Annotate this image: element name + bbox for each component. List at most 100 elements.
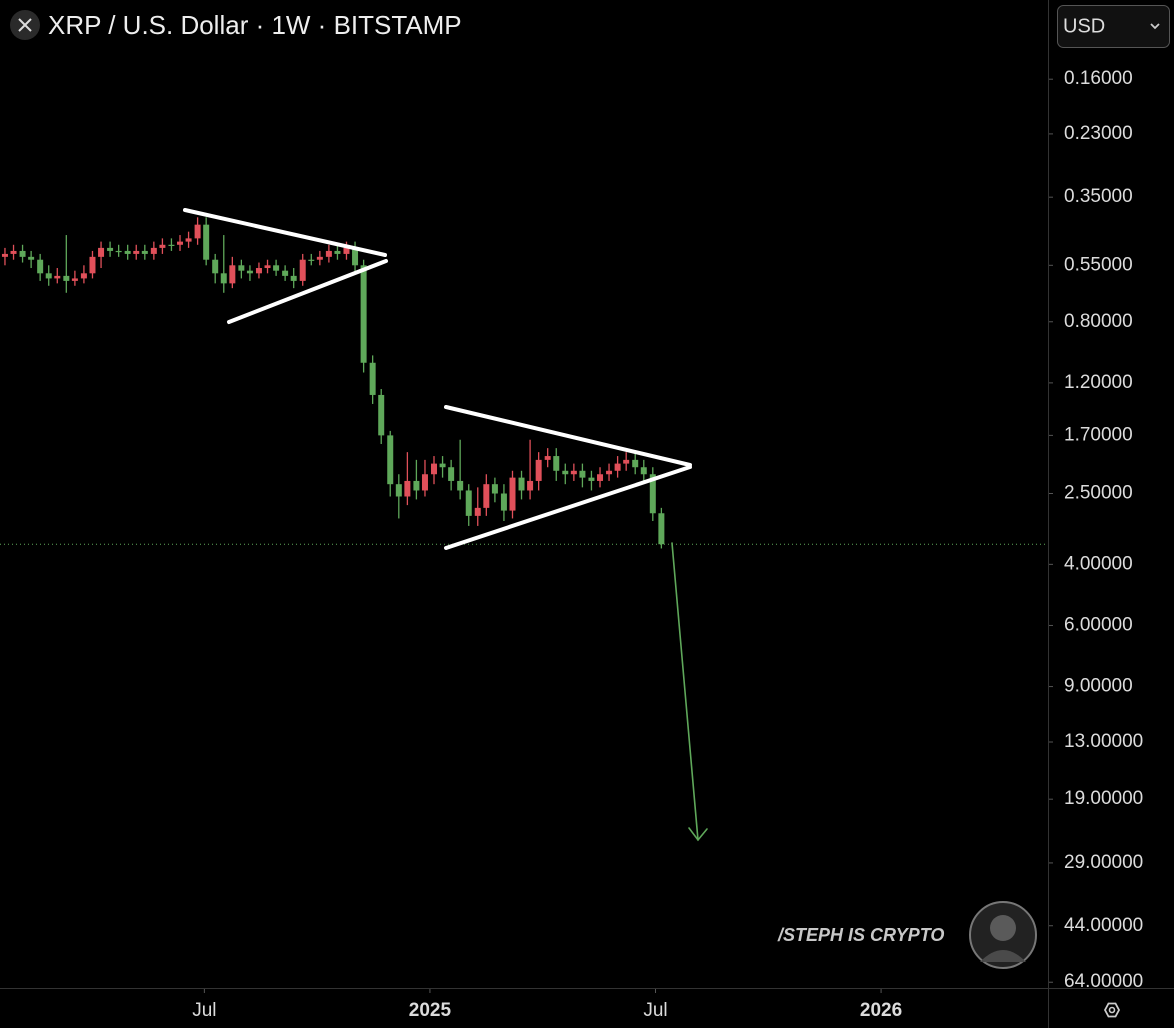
candle-body: [45, 273, 52, 279]
x-tick-label: Jul: [192, 1000, 216, 1021]
y-tick-label: 9.00000: [1064, 676, 1133, 697]
candle-body: [500, 493, 507, 511]
y-tick-label: 6.00000: [1064, 614, 1133, 635]
candle-body: [80, 273, 87, 279]
candle-body: [246, 270, 253, 274]
candle-body: [220, 273, 227, 284]
candle-body: [37, 259, 44, 274]
candle-body: [588, 477, 595, 481]
candle-body: [369, 362, 376, 395]
watermark: /STEPH IS CRYPTO: [777, 925, 944, 945]
currency-label: USD: [1063, 15, 1105, 37]
candle-body: [640, 467, 647, 475]
candle-body: [273, 265, 280, 271]
y-tick-label: 13.00000: [1064, 731, 1143, 752]
candle-body: [360, 265, 367, 363]
candle-body: [141, 250, 148, 254]
x-tick-label: 2026: [860, 1000, 902, 1021]
candle-body: [465, 490, 472, 516]
dropdown-chevron: [1150, 23, 1160, 30]
candle-body: [98, 247, 105, 257]
candle-body: [474, 507, 481, 516]
candle-body: [133, 250, 140, 254]
y-tick-label: 19.00000: [1064, 788, 1143, 809]
y-tick-label: 0.80000: [1064, 311, 1133, 332]
candle-body: [649, 474, 656, 514]
close-icon-glyph: [18, 18, 32, 32]
candle-body: [614, 463, 621, 471]
candle-body: [28, 256, 35, 260]
x-tick-label: 2025: [409, 1000, 452, 1021]
candle-body: [457, 480, 464, 491]
candle-body: [509, 477, 516, 511]
candle-body: [570, 470, 577, 475]
candle-body: [63, 275, 70, 281]
trend-line: [444, 465, 692, 550]
candle-body: [378, 394, 385, 436]
candle-body: [185, 238, 192, 242]
candle-body: [448, 467, 455, 481]
settings-icon[interactable]: [1103, 1002, 1121, 1018]
candle-body: [255, 268, 262, 274]
x-axis: Jul 2025 Jul 2026: [192, 989, 902, 1021]
candle-body: [308, 259, 315, 261]
plot-area: [0, 217, 1048, 549]
candle-body: [71, 278, 78, 281]
trend-line: [444, 405, 692, 467]
trend-line: [227, 259, 388, 324]
candle-body: [107, 247, 114, 251]
y-tick-label: 1.70000: [1064, 424, 1133, 445]
candle-body: [203, 224, 210, 260]
candle-body: [562, 470, 569, 475]
candle-body: [606, 470, 613, 475]
candle-body: [632, 459, 639, 468]
candle-body: [168, 244, 175, 246]
candle-body: [404, 480, 411, 497]
candle-body: [115, 250, 122, 253]
currency-button[interactable]: [1057, 5, 1170, 48]
avatar-head: [990, 915, 1016, 941]
candle-body: [395, 484, 402, 497]
candle-body: [54, 275, 61, 279]
y-tick-label: 2.50000: [1064, 483, 1133, 504]
candle-body: [10, 250, 17, 254]
candle-body: [238, 265, 245, 271]
chart-title: XRP / U.S. Dollar · 1W · BITSTAMP: [48, 10, 462, 40]
candle-body: [430, 463, 437, 475]
candle-body: [325, 250, 332, 257]
candle-body: [290, 275, 297, 281]
candle-body: [124, 250, 131, 254]
y-tick-label: 1.20000: [1064, 372, 1133, 393]
trend-line: [183, 208, 387, 257]
candle-body: [299, 259, 306, 281]
candle-body: [212, 259, 219, 274]
y-tick-label: 64.00000: [1064, 971, 1143, 992]
candle-body: [413, 480, 420, 491]
y-tick-label: 0.35000: [1064, 186, 1133, 207]
candle-body: [579, 470, 586, 478]
candle-body: [439, 463, 446, 468]
candle-body: [316, 256, 323, 260]
candle-body: [150, 247, 157, 254]
candle-body: [421, 474, 428, 491]
candle-body: [229, 265, 236, 284]
settings-icon-center: [1108, 1006, 1116, 1014]
candle-body: [282, 270, 289, 276]
candle-body: [623, 459, 630, 464]
candle-body: [19, 250, 26, 257]
candle-body: [343, 247, 350, 254]
candle-body: [264, 265, 271, 269]
candle-body: [535, 459, 542, 481]
y-tick-label: 0.55000: [1064, 254, 1133, 275]
candle-body: [89, 256, 96, 274]
drawings: [183, 208, 708, 842]
candle-body: [597, 474, 604, 481]
projection-arrow: [671, 542, 699, 841]
candle-body: [177, 241, 184, 245]
y-tick-label: 29.00000: [1064, 852, 1143, 873]
candle-body: [352, 247, 359, 266]
y-tick-label: 4.00000: [1064, 553, 1133, 574]
